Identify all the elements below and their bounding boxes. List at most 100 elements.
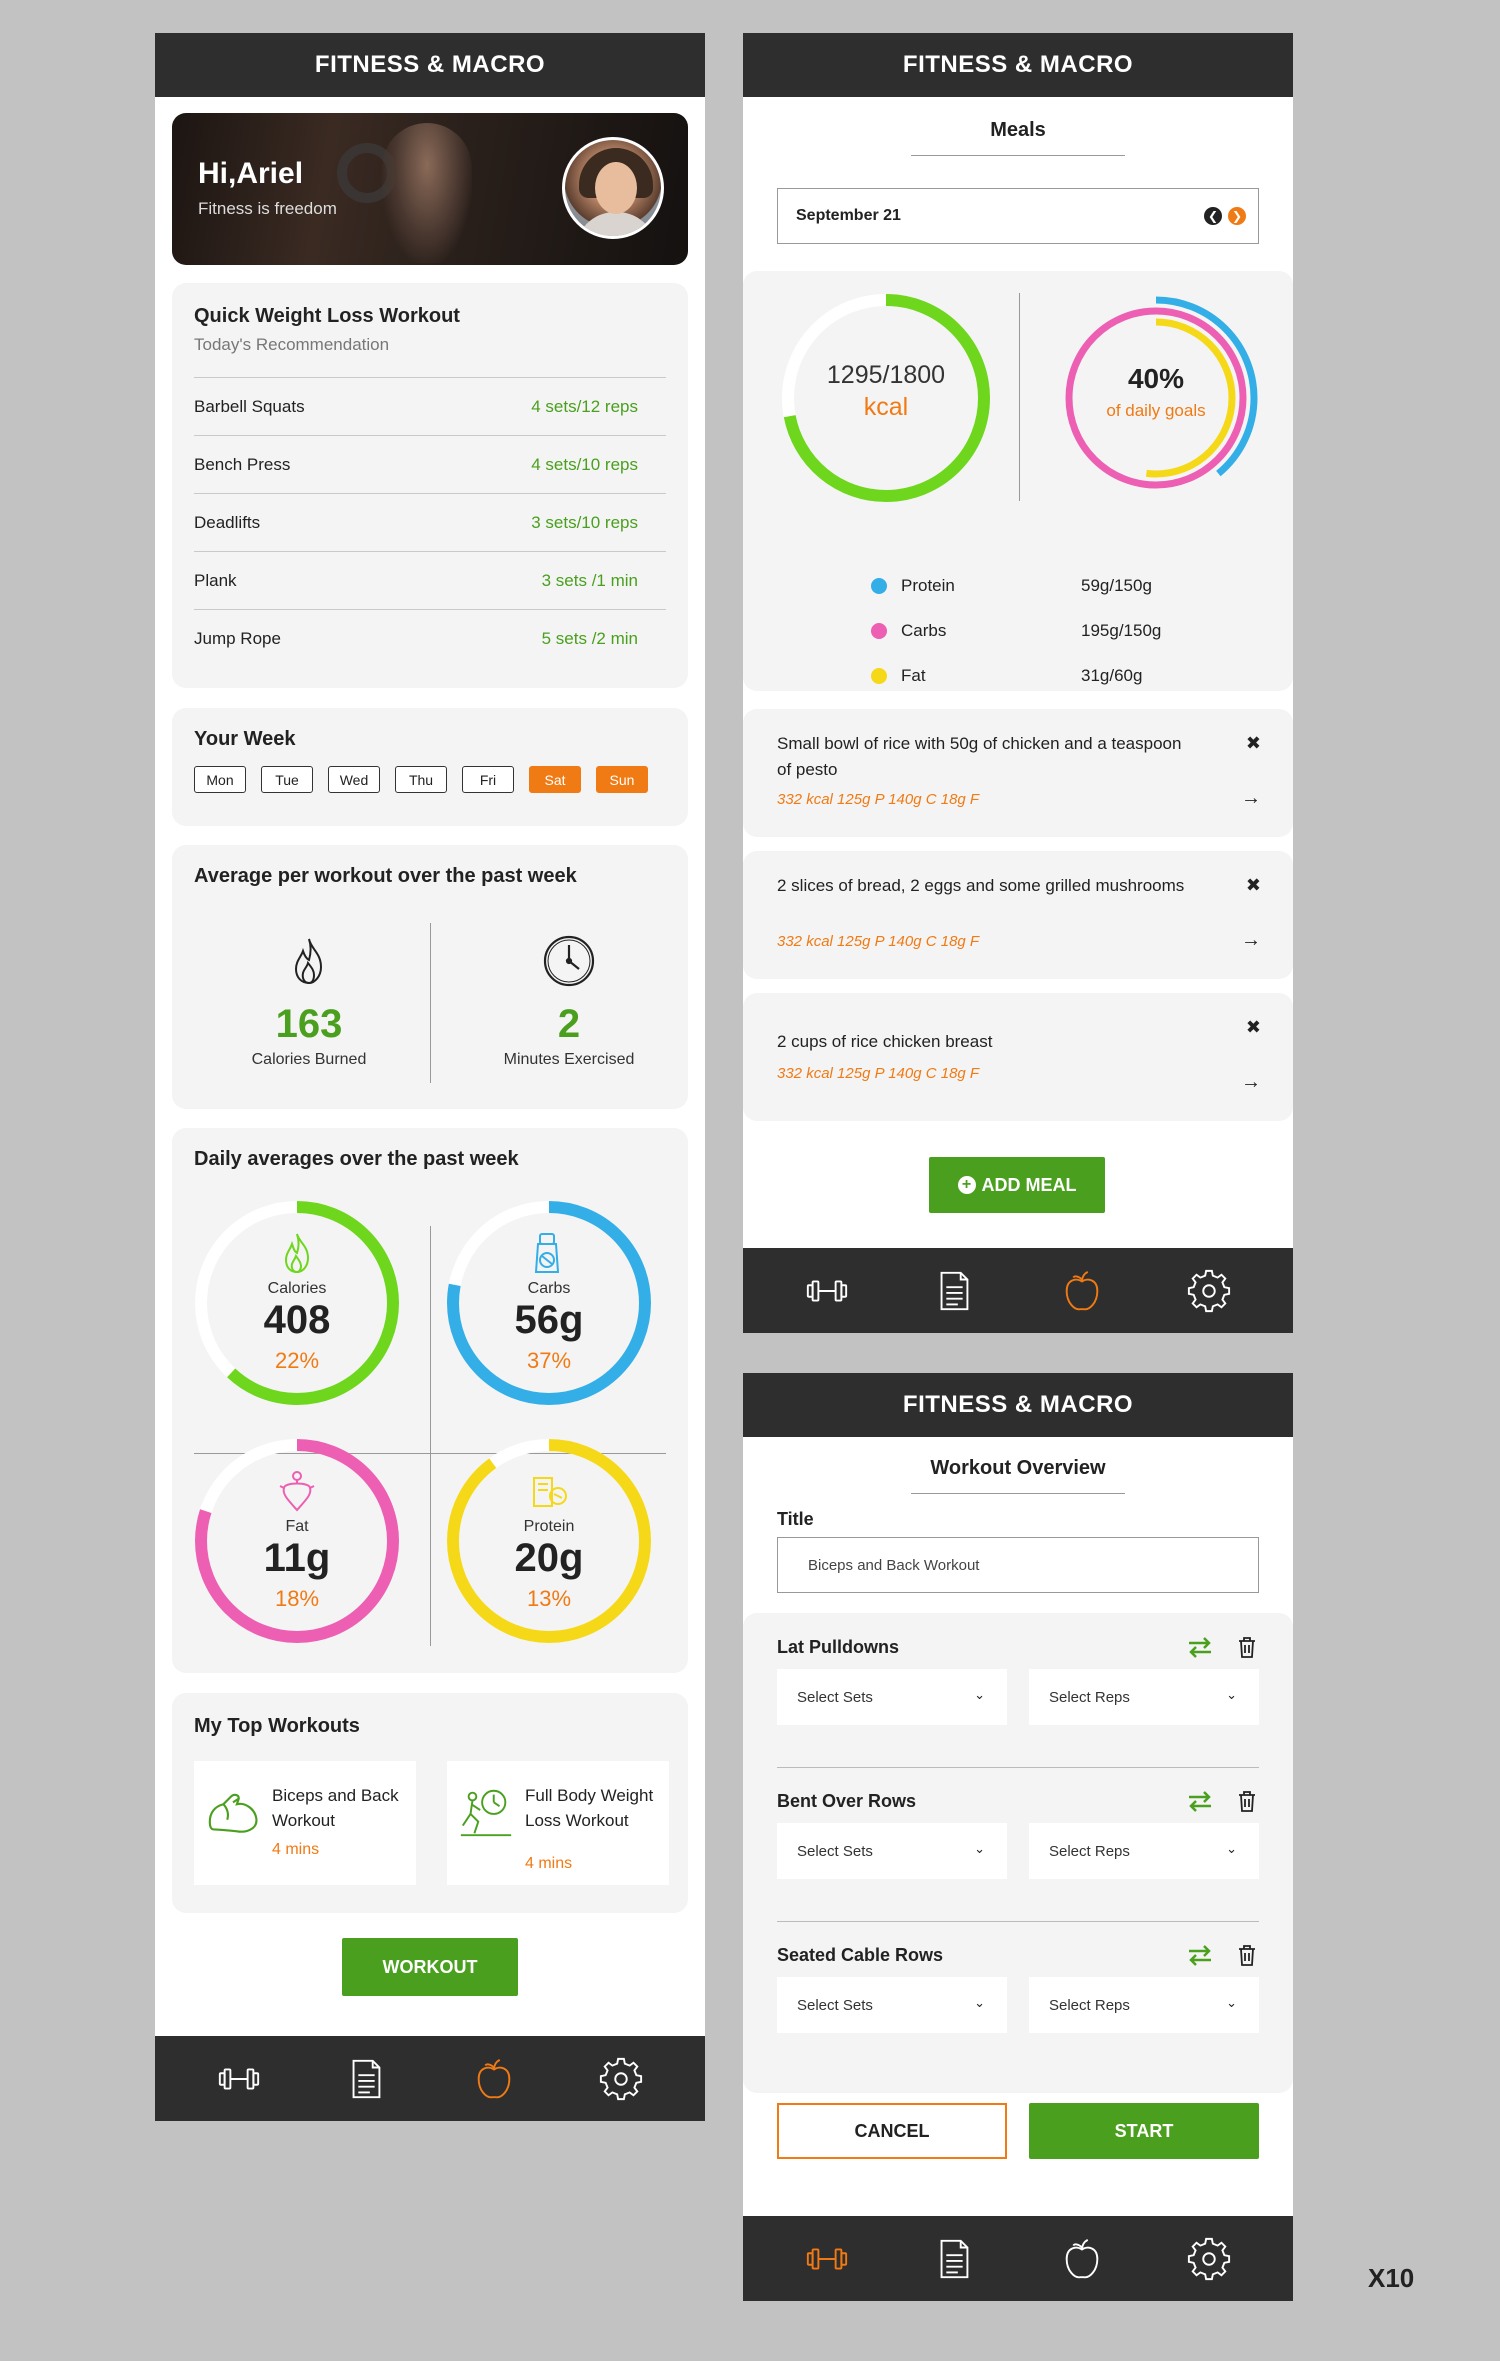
calorie-summary-card: 1295/1800 kcal 40% of daily goals Protei…: [743, 271, 1293, 691]
ring-percent: 18%: [274, 1586, 320, 1611]
chevron-down-icon: ⌄: [974, 1841, 985, 1856]
meal-macros: 332 kcal 125g P 140g C 18g F: [777, 791, 980, 808]
arrow-right-icon[interactable]: →: [1241, 929, 1261, 951]
trash-icon[interactable]: [1237, 1789, 1257, 1813]
nav-meals[interactable]: [1057, 2234, 1107, 2284]
meal-entry[interactable]: 2 slices of bread, 2 eggs and some grill…: [743, 851, 1293, 979]
prev-date-icon[interactable]: ❮: [1204, 207, 1222, 225]
exercise-block: Lat Pulldowns Select Sets ⌄ Select Reps ⌄: [777, 1635, 1259, 1768]
chevron-down-icon: ⌄: [974, 1995, 985, 2010]
meal-description: 2 slices of bread, 2 eggs and some grill…: [777, 876, 1185, 895]
swap-icon[interactable]: [1187, 1635, 1213, 1659]
meal-macros: 332 kcal 125g P 140g C 18g F: [777, 933, 980, 950]
meal-entry[interactable]: 2 cups of rice chicken breast 332 kcal 12…: [743, 993, 1293, 1121]
exercise-row[interactable]: Deadlifts 3 sets/10 reps: [194, 493, 666, 551]
trash-icon[interactable]: [1237, 1635, 1257, 1659]
workout-button[interactable]: WORKOUT: [342, 1938, 518, 1996]
top-workout-biceps[interactable]: Biceps and Back Workout 4 mins: [194, 1761, 416, 1885]
nav-meals[interactable]: [1057, 1266, 1107, 1316]
nav-settings[interactable]: [1184, 1266, 1234, 1316]
nav-reports[interactable]: [929, 2234, 979, 2284]
exercise-divider: [777, 1767, 1259, 1768]
recommendation-card[interactable]: Quick Weight Loss Workout Today's Recomm…: [172, 283, 688, 688]
exercise-list-card: Lat Pulldowns Select Sets ⌄ Select Reps ⌄ Ben…: [743, 1613, 1293, 2093]
workout-title-input[interactable]: Biceps and Back Workout: [777, 1537, 1259, 1593]
select-reps[interactable]: Select Reps ⌄: [1029, 1669, 1259, 1725]
exercise-row[interactable]: Barbell Squats 4 sets/12 reps: [194, 377, 666, 435]
nav-workouts[interactable]: [802, 2234, 852, 2284]
start-button[interactable]: START: [1029, 2103, 1259, 2159]
apple-icon: [477, 2058, 511, 2098]
app-title: FITNESS & MACRO: [743, 33, 1293, 97]
minutes-exercised-label: Minutes Exercised: [503, 1051, 635, 1068]
select-sets-value: Select Sets: [797, 1842, 873, 1860]
day-sat[interactable]: Sat: [529, 766, 581, 793]
remove-meal-icon[interactable]: ✖: [1245, 733, 1261, 753]
day-mon[interactable]: Mon: [194, 766, 246, 793]
top-workout-time: 4 mins: [272, 1841, 320, 1858]
select-sets[interactable]: Select Sets ⌄: [777, 1977, 1007, 2033]
exercise-row[interactable]: Jump Rope 5 sets /2 min: [194, 609, 666, 667]
flame-icon: [284, 1233, 310, 1274]
gear-icon: [1188, 1269, 1231, 1312]
flame-icon: [294, 938, 323, 985]
calories-burned-value: 163: [275, 1002, 343, 1046]
meal-entry[interactable]: Small bowl of rice with 50g of chicken a…: [743, 709, 1293, 837]
nav-workouts[interactable]: [214, 2054, 264, 2104]
apple-icon: [1065, 2238, 1099, 2278]
select-sets[interactable]: Select Sets ⌄: [777, 1669, 1007, 1725]
ring-calories: Calories 408 22%: [192, 1198, 402, 1408]
meals-title: Meals: [990, 119, 1046, 141]
day-tue[interactable]: Tue: [261, 766, 313, 793]
add-meal-button[interactable]: + ADD MEAL: [929, 1157, 1105, 1213]
summary-divider: [1019, 293, 1020, 501]
top-workout-full-body[interactable]: Full Body Weight Loss Workout 4 mins: [447, 1761, 669, 1885]
arrow-right-icon[interactable]: →: [1241, 787, 1261, 809]
cancel-button[interactable]: CANCEL: [777, 2103, 1007, 2159]
avatar[interactable]: [562, 137, 664, 239]
nav-reports[interactable]: [341, 2054, 391, 2104]
daily-averages-title: Daily averages over the past week: [194, 1148, 519, 1170]
nav-settings[interactable]: [1184, 2234, 1234, 2284]
exercise-name: Plank: [194, 570, 237, 590]
exercise-name: Jump Rope: [194, 628, 281, 648]
exercise-block: Seated Cable Rows Select Sets ⌄ Select Reps…: [777, 1945, 1259, 2055]
exercise-name: Deadlifts: [194, 512, 261, 532]
exercise-row[interactable]: Bench Press 4 sets/10 reps: [194, 435, 666, 493]
day-thu[interactable]: Thu: [395, 766, 447, 793]
next-date-icon[interactable]: ❯: [1228, 207, 1246, 225]
nav-settings[interactable]: [596, 2054, 646, 2104]
day-sun[interactable]: Sun: [596, 766, 648, 793]
swap-icon[interactable]: [1187, 1789, 1213, 1813]
arrow-right-icon[interactable]: →: [1241, 1071, 1261, 1093]
exercise-row[interactable]: Plank 3 sets /1 min: [194, 551, 666, 609]
date-picker[interactable]: September 21 ❮ ❯: [777, 188, 1259, 244]
averages-divider: [430, 923, 431, 1083]
nav-meals[interactable]: [469, 2054, 519, 2104]
swap-icon[interactable]: [1187, 1943, 1213, 1967]
nav-reports[interactable]: [929, 1266, 979, 1316]
legend-value: 59g/150g: [1081, 576, 1152, 595]
top-workout-name: Biceps and Back Workout: [272, 1786, 399, 1830]
remove-meal-icon[interactable]: ✖: [1245, 875, 1261, 895]
ring-value: 408: [263, 1298, 331, 1342]
nav-workouts[interactable]: [802, 1266, 852, 1316]
remove-meal-icon[interactable]: ✖: [1245, 1017, 1261, 1037]
day-fri[interactable]: Fri: [462, 766, 514, 793]
fat-icon: [279, 1471, 315, 1512]
chevron-down-icon: ⌄: [1226, 1995, 1237, 2010]
chevron-down-icon: ⌄: [1226, 1687, 1237, 1702]
day-wed[interactable]: Wed: [328, 766, 380, 793]
trash-icon[interactable]: [1237, 1943, 1257, 1967]
select-sets[interactable]: Select Sets ⌄: [777, 1823, 1007, 1879]
select-reps[interactable]: Select Reps ⌄: [1029, 1977, 1259, 2033]
ring-arc-calories: [195, 1201, 399, 1405]
ring-value: 11g: [263, 1536, 331, 1580]
exercise-sets-reps: 5 sets /2 min: [541, 628, 638, 648]
select-reps[interactable]: Select Reps ⌄: [1029, 1823, 1259, 1879]
apple-icon: [1065, 1270, 1099, 1310]
exercise-name: Bent Over Rows: [777, 1791, 917, 1811]
select-sets-value: Select Sets: [797, 1688, 873, 1706]
exercise-name: Lat Pulldowns: [777, 1637, 900, 1657]
document-icon: [940, 2239, 969, 2278]
